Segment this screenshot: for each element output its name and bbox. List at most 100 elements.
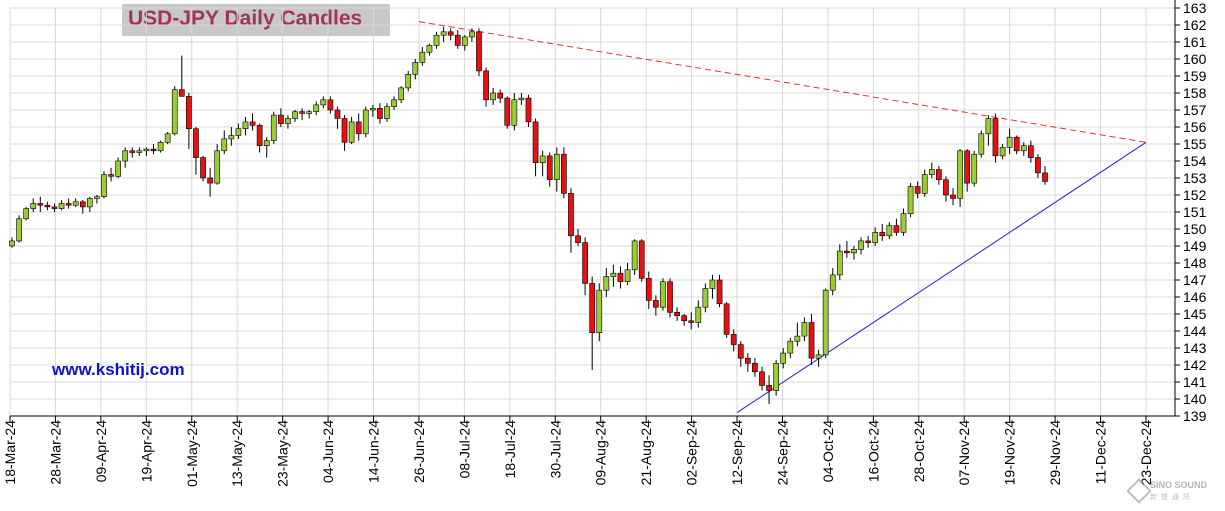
- candle-up: [624, 269, 631, 282]
- candle-down: [667, 281, 673, 313]
- candle-up: [851, 249, 857, 254]
- candle-down: [737, 344, 744, 359]
- candles: [9, 26, 1048, 405]
- candle-up: [773, 362, 779, 391]
- candle-down: [766, 385, 772, 391]
- candle-down: [561, 153, 567, 194]
- candle-up: [292, 111, 298, 119]
- candle-up: [157, 142, 164, 152]
- candle-down: [759, 371, 765, 386]
- candle-up: [306, 111, 313, 114]
- candle-down: [193, 128, 199, 158]
- candle-down: [278, 114, 284, 124]
- candle-down: [568, 193, 574, 237]
- y-tick-label: 155: [1183, 136, 1207, 152]
- y-tick-label: 147: [1183, 272, 1207, 288]
- y-tick-label: 148: [1183, 255, 1207, 271]
- watermark-brand: SINO SOUND: [1150, 480, 1208, 490]
- candle-down: [37, 203, 44, 206]
- x-tick-label: 01-May-24: [184, 420, 200, 487]
- candle-down: [865, 240, 871, 243]
- candle-down: [575, 235, 581, 243]
- candle-down: [178, 89, 185, 97]
- candle-down: [730, 334, 737, 345]
- candle-down: [532, 121, 539, 164]
- resistance-trendline: [418, 21, 1147, 143]
- candle-down: [186, 96, 192, 130]
- candle-up: [440, 31, 447, 36]
- candle-up: [348, 121, 355, 143]
- candle-up: [228, 135, 235, 140]
- y-tick-label: 154: [1183, 153, 1207, 169]
- candle-down: [653, 300, 659, 308]
- candle-down: [256, 125, 263, 147]
- x-tick-label: 12-Sep-24: [729, 420, 745, 486]
- x-tick-label: 24-Sep-24: [774, 420, 790, 486]
- candle-down: [1042, 172, 1048, 182]
- candle-up: [115, 160, 121, 177]
- candle-up: [815, 354, 822, 359]
- candle-down: [752, 362, 758, 373]
- candle-down: [65, 203, 72, 206]
- candle-up: [1006, 136, 1013, 148]
- candle-up: [631, 240, 638, 271]
- candle-down: [504, 97, 511, 126]
- title-background: [122, 4, 390, 36]
- candle-down: [1013, 136, 1020, 152]
- candle-up: [978, 133, 985, 155]
- candle-up: [518, 97, 525, 101]
- candle-down: [483, 70, 489, 101]
- candle-up: [603, 276, 610, 291]
- candle-up: [72, 201, 79, 206]
- candle-down: [936, 169, 942, 180]
- candle-up: [999, 147, 1006, 157]
- candle-up: [221, 138, 228, 152]
- candle-up: [596, 289, 603, 334]
- candle-up: [433, 34, 440, 46]
- candle-up: [419, 51, 426, 63]
- candle-up: [270, 114, 277, 141]
- y-tick-label: 140: [1183, 391, 1207, 407]
- candle-up: [313, 104, 320, 113]
- x-tick-label: 16-Oct-24: [865, 420, 881, 482]
- candle-up: [829, 274, 836, 291]
- candle-up: [610, 272, 617, 277]
- candle-up: [702, 288, 709, 308]
- y-tick-label: 152: [1183, 187, 1207, 203]
- candle-up: [836, 250, 843, 276]
- trendlines: [418, 21, 1147, 414]
- candle-down: [476, 31, 482, 72]
- x-tick-label: 23-Dec-24: [1138, 420, 1154, 486]
- y-tick-label: 145: [1183, 306, 1207, 322]
- y-tick-label: 157: [1183, 102, 1207, 118]
- candle-up: [384, 106, 390, 119]
- candle-up: [405, 74, 412, 89]
- candle-up: [320, 99, 327, 106]
- x-tick-label: 09-Apr-24: [93, 420, 109, 482]
- candle-up: [872, 232, 879, 243]
- watermark-logo-icon: [1126, 478, 1152, 504]
- x-tick-label: 29-Nov-24: [1047, 420, 1063, 486]
- candle-down: [808, 322, 815, 359]
- candle-up: [412, 62, 419, 75]
- y-tick-label: 149: [1183, 238, 1207, 254]
- x-tick-label: 04-Oct-24: [820, 420, 836, 482]
- x-tick-label: 11-Dec-24: [1093, 420, 1109, 485]
- candle-up: [858, 240, 864, 250]
- x-tick-label: 19-Apr-24: [138, 420, 154, 482]
- candle-up: [660, 281, 666, 308]
- x-tick-label: 07-Nov-24: [956, 420, 972, 486]
- candle-down: [688, 320, 695, 323]
- candle-down: [744, 357, 751, 364]
- candle-up: [242, 121, 249, 130]
- candle-down: [79, 201, 86, 208]
- candle-down: [334, 109, 341, 119]
- candle-down: [546, 155, 553, 180]
- candle-up: [136, 150, 143, 153]
- candle-up: [101, 174, 107, 198]
- candle-down: [447, 31, 454, 36]
- candle-up: [921, 174, 928, 194]
- candle-up: [461, 36, 468, 46]
- candle-up: [23, 208, 29, 220]
